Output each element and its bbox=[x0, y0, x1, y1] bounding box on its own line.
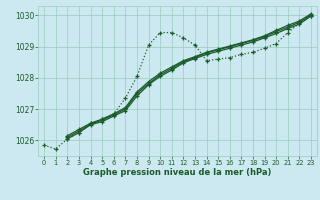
X-axis label: Graphe pression niveau de la mer (hPa): Graphe pression niveau de la mer (hPa) bbox=[84, 168, 272, 177]
